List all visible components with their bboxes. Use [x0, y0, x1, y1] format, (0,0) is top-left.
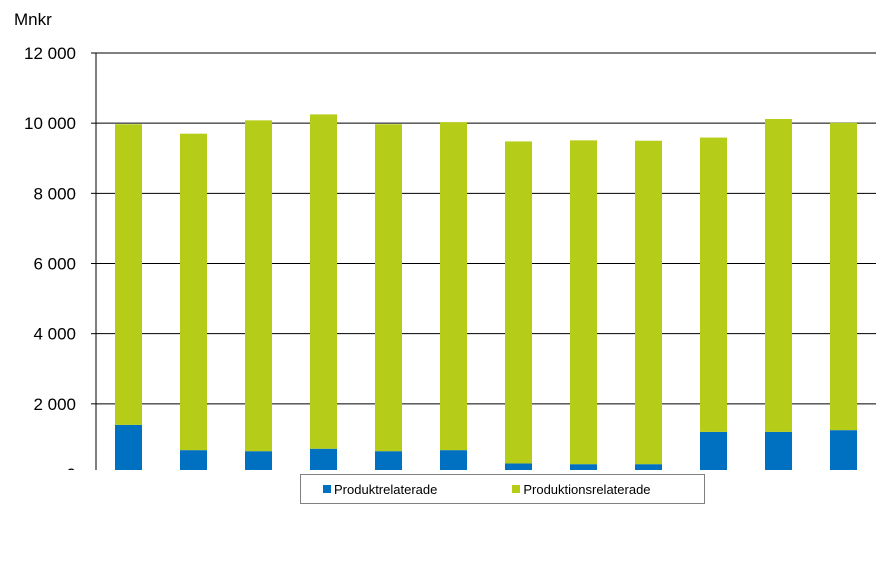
- bar-segment-produktionsrelaterade: [245, 120, 272, 452]
- bar-segment-produktrelaterade: [440, 450, 467, 470]
- bar-segment-produktionsrelaterade: [700, 137, 727, 432]
- bar-segment-produktionsrelaterade: [830, 122, 857, 431]
- y-tick-label: 2 000: [33, 395, 76, 414]
- y-tick-label: 0: [67, 465, 76, 470]
- axes: [95, 53, 97, 470]
- gridlines: [91, 52, 876, 405]
- bar-segment-produktionsrelaterade: [505, 141, 532, 464]
- bar-segment-produktrelaterade: [570, 464, 597, 470]
- legend-label: Produktionsrelaterade: [523, 481, 651, 497]
- legend-label: Produktrelaterade: [334, 481, 438, 497]
- legend-item-produktrelaterade: Produktrelaterade: [323, 482, 437, 497]
- bar-segment-produktrelaterade: [375, 451, 402, 470]
- bar-segment-produktrelaterade: [245, 451, 272, 470]
- bar-segment-produktrelaterade: [505, 463, 532, 470]
- bar-stacks: [115, 114, 857, 470]
- bar-segment-produktionsrelaterade: [180, 133, 207, 451]
- y-tick-labels: 0 2 000 4 000 6 000 8 000 10 000 12 000: [24, 44, 76, 470]
- y-tick-label: 10 000: [24, 114, 76, 133]
- chart-legend: Produktrelaterade Produktionsrelaterade: [300, 474, 705, 504]
- bar-segment-produktrelaterade: [310, 448, 337, 470]
- legend-swatch-green: [512, 485, 521, 493]
- bar-segment-produktionsrelaterade: [115, 124, 142, 425]
- y-tick-label: 8 000: [33, 184, 76, 203]
- bar-segment-produktrelaterade: [115, 424, 142, 470]
- bar-segment-produktrelaterade: [700, 431, 727, 470]
- bar-segment-produktionsrelaterade: [375, 124, 402, 452]
- bar-segment-produktionsrelaterade: [635, 140, 662, 465]
- bar-segment-produktionsrelaterade: [440, 122, 467, 451]
- bar-segment-produktrelaterade: [830, 430, 857, 470]
- y-tick-label: 6 000: [33, 255, 76, 274]
- bar-segment-produktrelaterade: [765, 431, 792, 470]
- legend-swatch-blue: [323, 485, 331, 493]
- legend-item-produktionsrelaterade: Produktionsrelaterade: [512, 481, 651, 497]
- bar-segment-produktionsrelaterade: [570, 140, 597, 465]
- bar-segment-produktrelaterade: [180, 450, 207, 470]
- y-tick-label: 12 000: [24, 44, 76, 63]
- bar-segment-produktrelaterade: [635, 464, 662, 470]
- y-axis-unit-label: Mnkr: [14, 10, 52, 29]
- bar-segment-produktionsrelaterade: [765, 118, 792, 432]
- bar-segment-produktionsrelaterade: [310, 114, 337, 449]
- y-tick-label: 4 000: [33, 325, 76, 344]
